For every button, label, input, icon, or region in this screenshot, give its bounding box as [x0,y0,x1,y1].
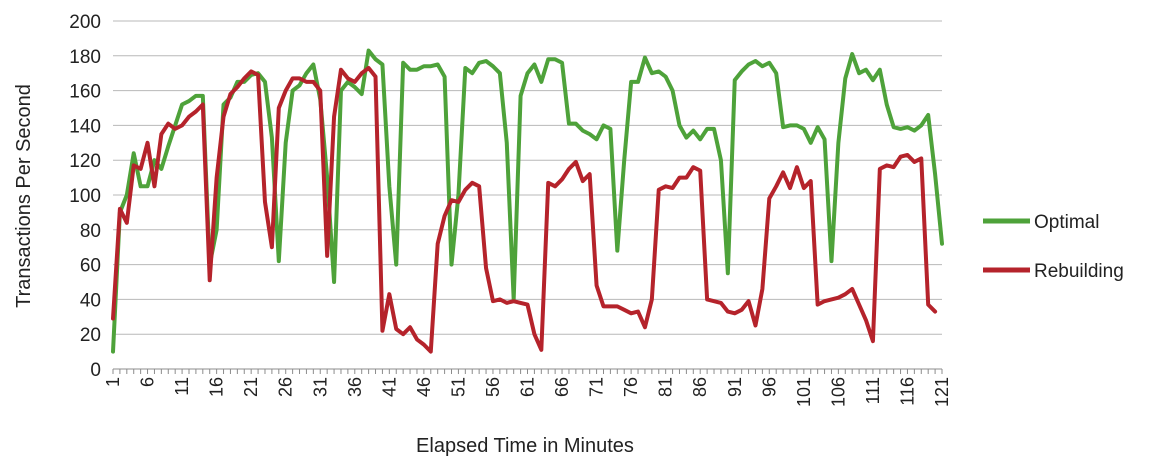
y-tick-label: 120 [69,151,101,172]
x-tick-label: 1 [103,377,123,387]
x-tick-label: 11 [172,377,192,396]
y-axis-label: Transactions Per Second [13,84,35,308]
y-tick-labels: 0 20 40 60 80 100 120 140 160 180 200 [69,12,101,381]
x-tick-label: 86 [690,377,710,397]
y-tick-label: 80 [80,221,101,242]
legend-label: Rebuilding [1034,261,1124,282]
series-line-rebuilding [113,68,935,352]
x-tick-label: 116 [897,377,917,406]
legend-item-optimal: Optimal [983,212,1099,233]
x-tick-label: 101 [794,377,814,407]
y-tick-label: 160 [69,82,101,103]
x-tick-label: 46 [414,377,434,397]
x-tick-label: 41 [379,377,399,397]
legend: Optimal Rebuilding [983,212,1124,282]
x-tick-label: 91 [725,377,745,397]
x-axis-label: Elapsed Time in Minutes [416,435,634,457]
x-tick-label: 71 [587,377,607,397]
x-tick-label: 96 [759,377,779,397]
x-tick-label: 16 [207,377,227,397]
x-tick-label: 61 [518,377,538,397]
x-tick-label: 31 [310,377,330,397]
x-tick-label: 66 [552,377,572,397]
y-tick-label: 40 [80,290,101,311]
x-tick-labels: 1 6 11 16 21 26 31 36 41 46 51 56 61 66 71 76 81 86 91 96 10… [103,377,952,407]
y-tick-label: 60 [80,256,101,277]
y-tick-label: 180 [69,47,101,68]
y-tick-label: 200 [69,12,101,33]
legend-item-rebuilding: Rebuilding [983,261,1124,282]
x-tick-label: 36 [345,377,365,397]
x-tick-label: 106 [828,377,848,407]
y-tick-label: 140 [69,116,101,137]
x-tick-label: 111 [863,377,883,404]
legend-label: Optimal [1034,212,1099,233]
x-tick-label: 56 [483,377,503,397]
x-tick-label: 81 [656,377,676,397]
axes [113,369,942,374]
series-lines [113,51,942,352]
y-tick-label: 20 [80,325,101,346]
x-tick-label: 21 [241,377,261,397]
x-tick-label: 51 [448,377,468,397]
x-tick-label: 6 [138,377,158,387]
x-tick-label: 26 [276,377,296,397]
x-tick-label: 76 [621,377,641,397]
x-tick-label: 121 [932,377,952,407]
y-tick-label: 100 [69,186,101,207]
y-tick-label: 0 [90,360,101,381]
